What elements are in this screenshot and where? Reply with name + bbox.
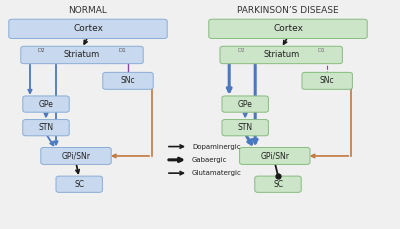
Text: GPe: GPe (238, 100, 253, 109)
Text: D2: D2 (38, 48, 46, 53)
Text: Dopaminergic: Dopaminergic (192, 144, 241, 150)
Text: GPi/SNr: GPi/SNr (62, 151, 90, 161)
Text: D2: D2 (237, 48, 245, 53)
FancyBboxPatch shape (255, 176, 301, 192)
FancyBboxPatch shape (302, 72, 352, 89)
FancyBboxPatch shape (103, 72, 153, 89)
FancyBboxPatch shape (222, 96, 268, 112)
Text: D1: D1 (118, 48, 126, 53)
Text: SNc: SNc (320, 76, 334, 85)
Text: STN: STN (38, 123, 54, 132)
Text: PARKINSON’S DISEASE: PARKINSON’S DISEASE (237, 6, 339, 15)
Text: Glutamatergic: Glutamatergic (192, 170, 242, 176)
FancyBboxPatch shape (56, 176, 102, 192)
Text: Striatum: Striatum (64, 50, 100, 60)
Text: Cortex: Cortex (273, 24, 303, 33)
FancyBboxPatch shape (209, 19, 367, 38)
Text: GPe: GPe (38, 100, 54, 109)
FancyBboxPatch shape (240, 147, 310, 164)
Text: SC: SC (74, 180, 84, 189)
FancyBboxPatch shape (21, 46, 143, 64)
FancyBboxPatch shape (9, 19, 167, 38)
FancyBboxPatch shape (220, 46, 342, 64)
Text: GPi/SNr: GPi/SNr (260, 151, 289, 161)
FancyBboxPatch shape (41, 147, 111, 164)
Text: NORMAL: NORMAL (68, 6, 108, 15)
Text: Gabaergic: Gabaergic (192, 157, 228, 163)
Text: SNc: SNc (121, 76, 135, 85)
Text: STN: STN (238, 123, 253, 132)
FancyBboxPatch shape (222, 120, 268, 136)
FancyBboxPatch shape (23, 96, 69, 112)
Text: Striatum: Striatum (263, 50, 299, 60)
Text: SC: SC (273, 180, 283, 189)
Text: D1: D1 (318, 48, 325, 53)
Text: Cortex: Cortex (73, 24, 103, 33)
FancyBboxPatch shape (23, 120, 69, 136)
